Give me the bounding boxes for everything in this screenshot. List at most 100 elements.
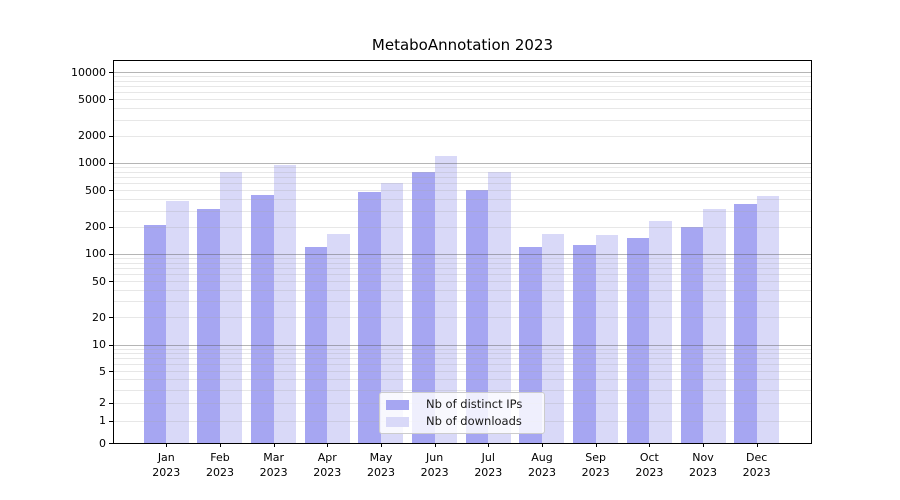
legend-label-distinct-ips: Nb of distinct IPs <box>426 397 523 411</box>
gridline-major <box>114 253 811 255</box>
bar-feb-distinct-ips <box>197 209 220 443</box>
y-tick-mark <box>109 281 114 283</box>
gridline-minor <box>114 268 811 269</box>
x-tick-label-dec: Dec 2023 <box>742 451 771 479</box>
y-tick-label: 20 <box>92 310 106 324</box>
x-tick-label-nov: Nov 2023 <box>689 451 717 479</box>
y-tick-mark <box>109 135 114 137</box>
x-tick-mark <box>595 443 597 447</box>
y-tick-label: 50 <box>92 274 106 288</box>
bar-may-downloads <box>380 183 404 443</box>
x-tick-label-jan: Jan 2023 <box>152 451 181 479</box>
bar-mar-downloads <box>273 164 297 443</box>
gridline-minor <box>114 353 811 355</box>
y-tick-mark <box>109 99 114 101</box>
gridline-minor <box>114 119 811 121</box>
x-tick-mark <box>541 443 543 447</box>
bar-oct-downloads <box>649 221 672 443</box>
x-tick-mark <box>703 443 704 447</box>
bar-apr-distinct-ips <box>304 246 328 443</box>
legend-label-downloads: Nb of downloads <box>426 414 522 428</box>
y-tick-mark <box>109 72 114 74</box>
gridline-minor <box>114 348 811 350</box>
bar-oct-distinct-ips <box>626 237 650 443</box>
y-tick-label: 5000 <box>78 92 106 106</box>
bar-feb-downloads <box>219 171 243 443</box>
y-tick-mark <box>109 317 114 319</box>
x-tick-mark <box>166 443 168 447</box>
gridline-minor <box>114 190 811 192</box>
bar-apr-downloads <box>327 234 350 443</box>
y-tick-label: 5 <box>99 364 106 378</box>
y-tick-mark <box>109 253 114 255</box>
x-tick-mark <box>219 443 221 447</box>
gridline-minor <box>114 80 811 82</box>
bar-aug-downloads <box>541 234 565 443</box>
y-tick-label: 100 <box>85 247 106 261</box>
gridline-minor <box>114 358 811 360</box>
gridline-minor <box>114 389 811 391</box>
y-tick-label: 10000 <box>71 65 106 79</box>
x-tick-label-sep: Sep 2023 <box>581 451 610 479</box>
bar-jun-downloads <box>434 155 458 443</box>
gridline-minor <box>114 199 811 201</box>
gridline-minor <box>114 226 811 228</box>
y-tick-label: 0 <box>99 436 106 450</box>
y-tick-mark <box>109 226 114 228</box>
bar-nov-downloads <box>703 209 726 443</box>
y-tick-mark <box>109 420 114 422</box>
gridline-minor <box>114 379 811 381</box>
legend: Nb of distinct IPs Nb of downloads <box>379 392 545 434</box>
gridline-minor <box>114 262 811 264</box>
y-tick-mark <box>109 402 114 404</box>
x-tick-mark <box>273 443 275 447</box>
x-tick-label-apr: Apr 2023 <box>313 451 342 479</box>
chart-title: MetaboAnnotation 2023 <box>371 36 554 54</box>
bar-jan-downloads <box>166 201 189 443</box>
gridline-minor <box>114 135 811 137</box>
legend-item-distinct-ips: Nb of distinct IPs <box>386 398 538 411</box>
bar-nov-distinct-ips <box>680 226 703 443</box>
gridline-minor <box>114 371 811 373</box>
gridline-major <box>114 72 811 74</box>
gridline-minor <box>114 364 811 366</box>
gridline-minor <box>114 210 811 212</box>
plot-area: 0 1 2 5 10 20 50 100 200 500 1000 2000 5000 10000 Jan … <box>71 60 812 479</box>
bar-jul-distinct-ips <box>465 190 489 443</box>
gridline-major <box>114 162 811 164</box>
x-tick-label-mar: Mar 2023 <box>259 451 288 479</box>
y-tick-mark <box>109 371 114 373</box>
gridline-minor <box>114 281 811 283</box>
y-tick-mark <box>109 190 114 192</box>
y-tick-mark <box>109 443 114 444</box>
gridline-minor <box>114 92 811 94</box>
x-tick-mark <box>649 443 651 447</box>
y-tick-label: 1 <box>99 414 106 428</box>
gridline-minor <box>114 258 811 260</box>
gridline-minor <box>114 301 811 303</box>
gridline-minor <box>114 290 811 292</box>
y-tick-mark <box>109 162 114 164</box>
bar-jan-distinct-ips <box>143 224 167 443</box>
x-tick-mark <box>327 443 329 447</box>
y-tick-label: 10 <box>92 338 106 352</box>
y-tick-label: 2 <box>99 396 106 410</box>
gridline-minor <box>114 317 811 319</box>
x-tick-label-may: May 2023 <box>366 451 395 479</box>
y-tick-label: 200 <box>85 220 106 234</box>
gridline-minor <box>114 99 811 101</box>
gridline-minor <box>114 183 811 185</box>
bar-dec-downloads <box>756 196 780 443</box>
x-tick-mark <box>488 443 490 447</box>
gridline-minor <box>114 108 811 110</box>
legend-swatch-downloads <box>386 416 409 427</box>
x-tick-label-jun: Jun 2023 <box>420 451 449 479</box>
bar-dec-distinct-ips <box>734 204 757 443</box>
bar-mar-distinct-ips <box>251 194 274 443</box>
bar-sep-downloads <box>595 235 619 443</box>
y-tick-label: 2000 <box>78 129 106 143</box>
y-tick-label: 1000 <box>78 156 106 170</box>
bar-sep-distinct-ips <box>573 245 596 443</box>
bar-jul-downloads <box>488 171 511 443</box>
